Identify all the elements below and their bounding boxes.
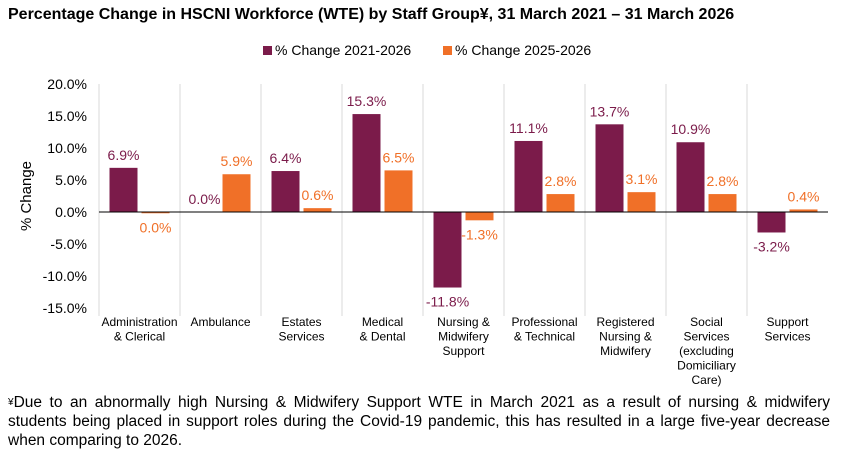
x-tick-label: Estates bbox=[281, 315, 321, 329]
legend-swatch-2 bbox=[443, 46, 452, 55]
x-tick-label: Services bbox=[683, 330, 729, 344]
x-tick-label: Services bbox=[764, 330, 810, 344]
bar-s1-9 bbox=[757, 212, 786, 233]
data-label-s2-9: 0.4% bbox=[788, 188, 820, 204]
footnote-mark: ¥ bbox=[8, 397, 14, 408]
bar-s2-1 bbox=[141, 212, 170, 214]
bar-s2-3 bbox=[303, 208, 332, 212]
bar-s2-9 bbox=[789, 209, 818, 212]
bar-s1-7 bbox=[595, 124, 624, 212]
bar-s1-1 bbox=[109, 167, 138, 212]
x-tick-label: & Dental bbox=[359, 330, 405, 344]
bar-s2-6 bbox=[546, 194, 575, 212]
data-label-s1-7: 13.7% bbox=[590, 103, 630, 119]
y-tick-label: 5.0% bbox=[55, 172, 87, 188]
bar-s2-8 bbox=[708, 194, 737, 212]
y-tick-label: -5.0% bbox=[50, 236, 87, 252]
x-tick-label: Medical bbox=[362, 315, 403, 329]
data-label-s1-4: 15.3% bbox=[347, 93, 387, 109]
data-label-s2-2: 5.9% bbox=[221, 153, 253, 169]
data-label-s1-5: -11.8% bbox=[426, 294, 469, 310]
data-label-s2-8: 2.8% bbox=[707, 173, 739, 189]
x-tick-label: & Technical bbox=[514, 330, 575, 344]
x-tick-label: (excluding bbox=[679, 344, 734, 358]
y-tick-label: 10.0% bbox=[47, 140, 87, 156]
y-axis-title: % Change bbox=[18, 161, 35, 231]
data-label-s2-3: 0.6% bbox=[302, 187, 334, 203]
x-tick-label: Nursing & bbox=[437, 315, 490, 329]
x-tick-label: Services bbox=[278, 330, 324, 344]
data-label-s1-8: 10.9% bbox=[671, 121, 711, 137]
x-tick-label: Professional bbox=[511, 315, 577, 329]
chart-title: Percentage Change in HSCNI Workforce (WT… bbox=[8, 6, 735, 23]
bar-s2-4 bbox=[384, 170, 413, 212]
x-tick-label: Nursing & bbox=[599, 330, 652, 344]
bar-s2-2 bbox=[222, 174, 251, 212]
x-tick-label: & Clerical bbox=[114, 330, 165, 344]
x-tick-label: Administration bbox=[101, 315, 177, 329]
footnote: ¥Due to an abnormally high Nursing & Mid… bbox=[8, 393, 830, 450]
data-label-s1-9: -3.2% bbox=[753, 238, 790, 254]
x-tick-label: Care) bbox=[691, 373, 721, 387]
data-label-s1-3: 6.4% bbox=[270, 150, 302, 166]
data-label-s1-6: 11.1% bbox=[509, 120, 548, 136]
data-label-s1-1: 6.9% bbox=[108, 147, 140, 163]
legend-swatch-1 bbox=[263, 46, 272, 55]
bar-s2-7 bbox=[627, 192, 656, 212]
x-tick-label: Support bbox=[766, 315, 809, 329]
bar-s2-5 bbox=[465, 212, 494, 221]
data-label-s1-2: 0.0% bbox=[189, 191, 221, 207]
bar-s1-3 bbox=[271, 171, 300, 212]
x-tick-label: Midwifery bbox=[438, 330, 489, 344]
x-tick-label: Registered bbox=[596, 315, 654, 329]
y-tick-label: 20.0% bbox=[47, 76, 87, 92]
y-tick-label: -10.0% bbox=[43, 268, 87, 284]
bar-s1-8 bbox=[676, 142, 705, 212]
y-tick-label: 15.0% bbox=[47, 108, 87, 124]
data-label-s2-5: -1.3% bbox=[461, 226, 498, 242]
x-tick-label: Domiciliary bbox=[677, 359, 736, 373]
x-tick-label: Social bbox=[690, 315, 723, 329]
x-tick-label: Support bbox=[442, 344, 485, 358]
data-label-s2-4: 6.5% bbox=[383, 149, 415, 165]
y-tick-label: -15.0% bbox=[43, 300, 87, 316]
data-label-s2-6: 2.8% bbox=[545, 173, 577, 189]
legend-label-2: % Change 2025-2026 bbox=[455, 42, 591, 58]
data-label-s2-1: 0.0% bbox=[140, 219, 172, 235]
data-label-s2-7: 3.1% bbox=[626, 171, 658, 187]
footnote-text: Due to an abnormally high Nursing & Midw… bbox=[8, 394, 830, 449]
x-tick-label: Midwifery bbox=[600, 344, 651, 358]
x-tick-label: Ambulance bbox=[190, 315, 250, 329]
bar-s1-6 bbox=[514, 140, 543, 212]
bar-s1-4 bbox=[352, 114, 381, 212]
legend-label-1: % Change 2021-2026 bbox=[275, 42, 411, 58]
bar-chart: % Change 2021-2026 % Change 2025-2026 20.0… bbox=[18, 42, 828, 387]
y-tick-label: 0.0% bbox=[55, 204, 87, 220]
bar-s1-5 bbox=[433, 212, 462, 288]
